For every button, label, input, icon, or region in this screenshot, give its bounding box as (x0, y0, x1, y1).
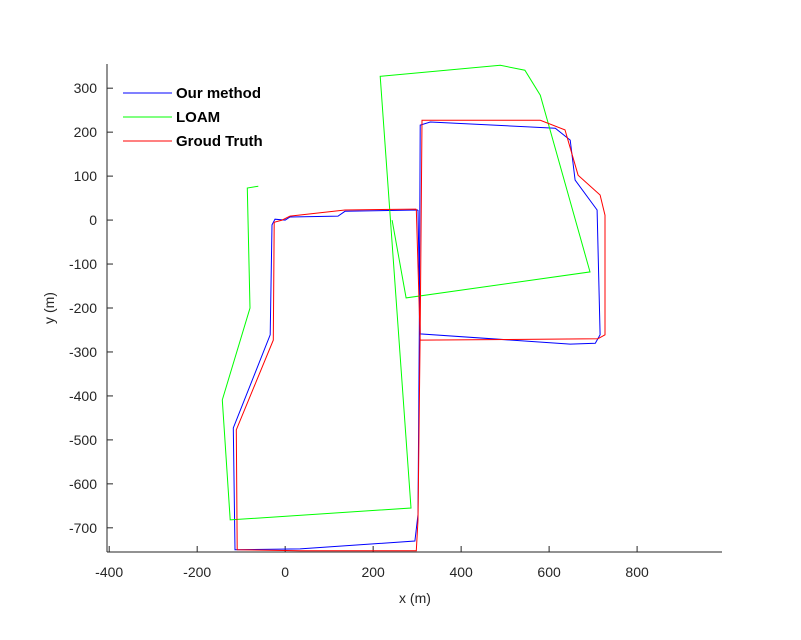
y-tick-label: 0 (89, 212, 97, 228)
y-tick-label: -500 (69, 432, 97, 448)
x-tick-label: -200 (183, 564, 211, 580)
x-tick-label: -400 (95, 564, 123, 580)
x-tick-label: 600 (537, 564, 561, 580)
x-tick-label: 0 (281, 564, 289, 580)
y-tick-label: -100 (69, 256, 97, 272)
x-tick-label: 800 (625, 564, 649, 580)
y-tick-label: -300 (69, 344, 97, 360)
y-tick-label: -700 (69, 520, 97, 536)
legend-label: LOAM (176, 109, 220, 126)
legend-label: Groud Truth (176, 133, 263, 150)
legend-label: Our method (176, 85, 261, 102)
y-tick-label: -200 (69, 300, 97, 316)
trajectory-line (221, 64, 591, 521)
y-tick-label: 300 (74, 80, 98, 96)
trajectory-line (235, 119, 606, 552)
y-axis-label: y (m) (41, 292, 57, 324)
y-tick-label: -600 (69, 476, 97, 492)
x-axis-label: x (m) (399, 590, 431, 606)
y-tick-label: -400 (69, 388, 97, 404)
x-tick-label: 400 (449, 564, 473, 580)
y-tick-label: 200 (74, 124, 98, 140)
x-tick-label: 200 (361, 564, 385, 580)
y-tick-label: 100 (74, 168, 98, 184)
